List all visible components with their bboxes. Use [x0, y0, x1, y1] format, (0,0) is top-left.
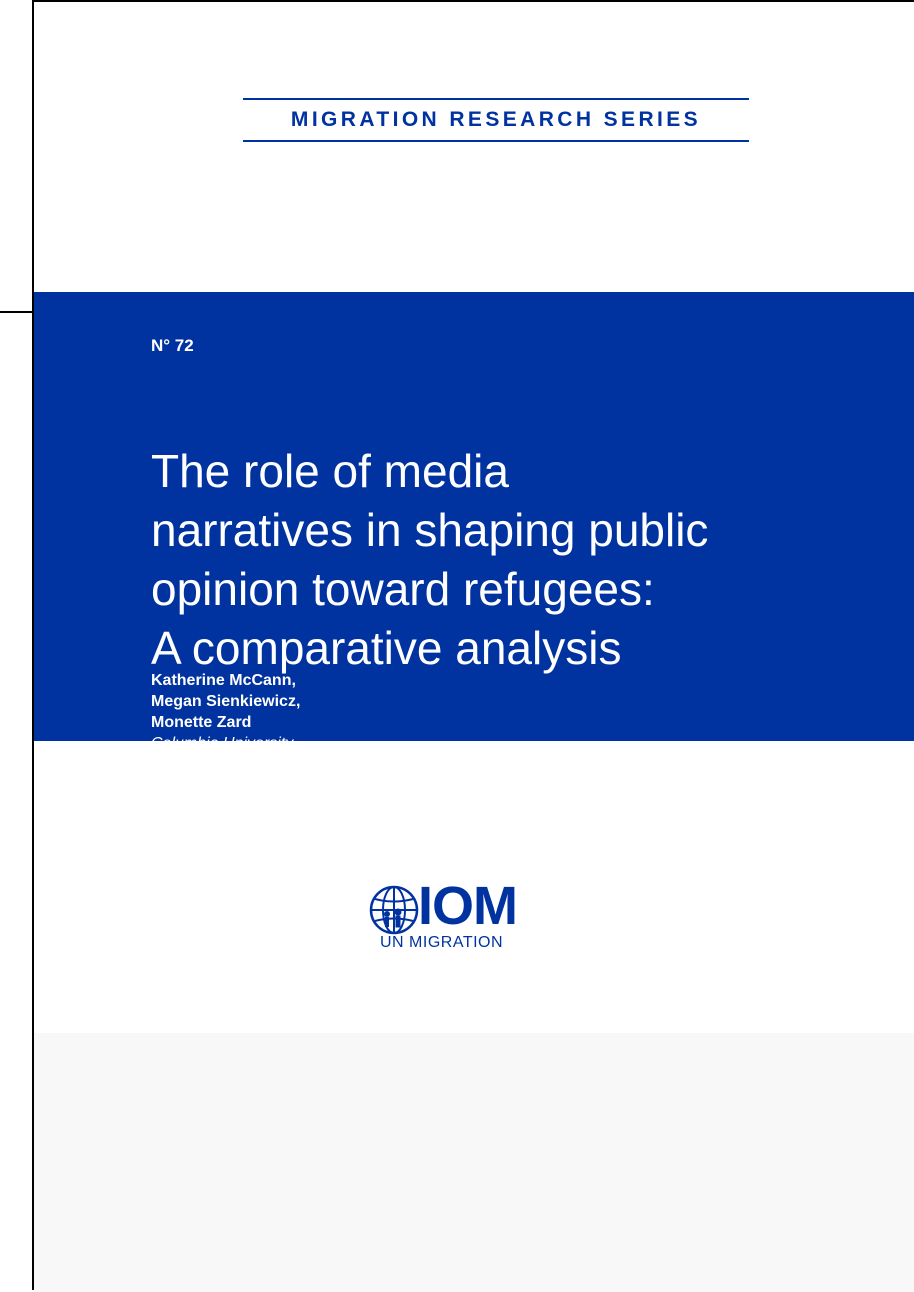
footer-band — [34, 1033, 914, 1292]
title-band: N° 72 The role of media narratives in sh… — [34, 292, 914, 752]
author-block: Katherine McCann, Megan Sienkiewicz, Mon… — [151, 670, 300, 754]
iom-logo: IOM UN MIGRATION — [368, 876, 588, 952]
author-name: Monette Zard — [151, 714, 252, 731]
iom-globe-icon — [369, 885, 419, 935]
author-name: Megan Sienkiewicz, — [151, 693, 301, 710]
cover-page: MIGRATION RESEARCH SERIES N° 72 The role… — [32, 0, 914, 1292]
title-line: The role of media — [151, 445, 509, 497]
series-number: N° 72 — [151, 336, 194, 355]
series-rule-top — [243, 98, 749, 100]
crop-mark — [0, 311, 34, 313]
author-affiliation: Columbia University — [151, 735, 294, 752]
logo-acronym: IOM — [418, 876, 518, 936]
series-rule-bottom — [243, 140, 749, 142]
logo-tagline: UN MIGRATION — [380, 934, 504, 951]
series-title: MIGRATION RESEARCH SERIES — [290, 108, 702, 131]
title-line: opinion toward refugees: — [151, 563, 655, 615]
series-header: MIGRATION RESEARCH SERIES — [243, 98, 749, 142]
author-name: Katherine McCann, — [151, 672, 296, 689]
title-line: A comparative analysis — [151, 622, 622, 674]
title-line: narratives in shaping public — [151, 504, 709, 556]
document-title: The role of media narratives in shaping … — [151, 442, 891, 678]
